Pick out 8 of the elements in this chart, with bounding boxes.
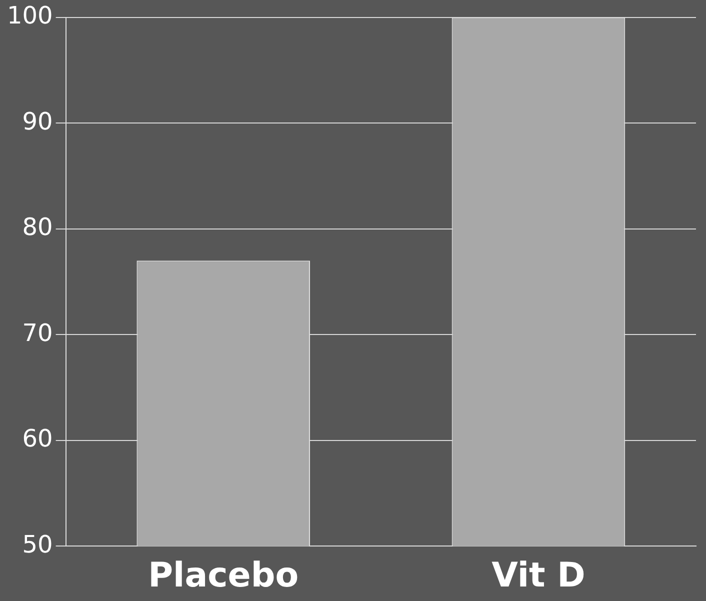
y-tick-label: 100 [6,2,53,30]
y-tick-label: 90 [22,107,53,136]
x-tick-label: Placebo [148,555,299,596]
y-tick-label: 50 [22,530,53,558]
y-tick-label: 80 [22,213,53,242]
y-tick-label: 70 [22,318,53,347]
y-tick-label: 60 [22,424,53,453]
x-tick-label: Vit D [492,555,586,596]
